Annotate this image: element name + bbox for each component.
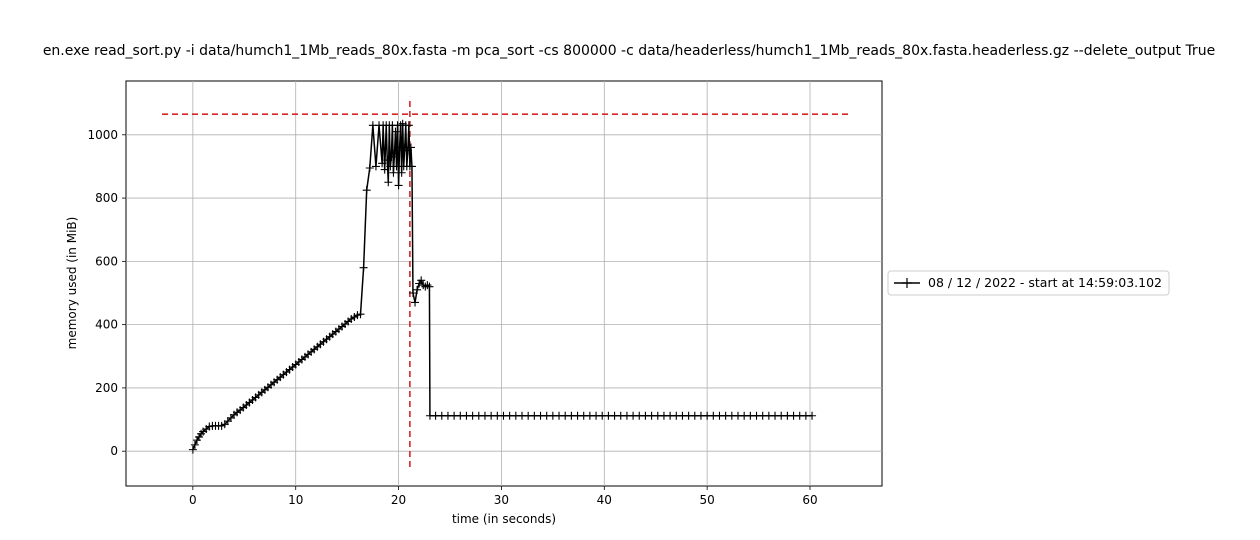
legend-label: 08 / 12 / 2022 - start at 14:59:03.102	[928, 275, 1162, 290]
legend-marker-icon	[902, 278, 912, 288]
y-tick-label: 0	[110, 444, 118, 458]
data-point	[808, 411, 817, 420]
data-point	[384, 178, 393, 187]
x-tick-label: 10	[288, 493, 303, 507]
data-point	[408, 288, 417, 297]
y-tick-label: 800	[95, 191, 118, 205]
x-axis-label: time (in seconds)	[452, 512, 556, 526]
x-tick-label: 50	[700, 493, 715, 507]
data-point	[417, 276, 426, 285]
data-point	[362, 186, 371, 195]
y-tick-label: 400	[95, 318, 118, 332]
data-point	[407, 162, 416, 171]
x-tick-label: 60	[802, 493, 817, 507]
data-point	[423, 281, 432, 290]
data-point	[391, 127, 400, 136]
legend-box	[887, 270, 1170, 296]
y-axis-label: memory used (in MiB)	[65, 217, 79, 350]
chart-title: en.exe read_sort.py -i data/humch1_1Mb_r…	[43, 43, 1215, 59]
data-point	[389, 168, 398, 177]
data-point	[411, 298, 420, 307]
data-point	[394, 181, 403, 190]
y-tick-label: 600	[95, 254, 118, 268]
data-point	[356, 310, 365, 319]
x-tick-label: 0	[189, 493, 197, 507]
data-point	[406, 143, 415, 152]
grid-lines	[126, 81, 882, 486]
x-tick-label: 30	[494, 493, 509, 507]
data-point	[383, 156, 392, 165]
data-point	[190, 440, 199, 449]
plot-area	[125, 80, 883, 487]
series-layer	[188, 119, 817, 454]
data-point	[188, 445, 197, 454]
x-tick-label: 20	[391, 493, 406, 507]
reference-lines	[162, 96, 850, 468]
data-point	[392, 162, 401, 171]
data-point	[425, 282, 434, 291]
x-tick-label: 40	[597, 493, 612, 507]
data-point	[397, 168, 406, 177]
data-point	[365, 164, 374, 173]
data-point	[413, 285, 422, 294]
data-point	[371, 162, 380, 171]
legend: 08 / 12 / 2022 - start at 14:59:03.102	[887, 270, 1170, 296]
y-tick-label: 200	[95, 381, 118, 395]
data-point	[404, 121, 413, 130]
data-point	[380, 165, 389, 174]
y-tick-label: 1000	[87, 128, 118, 142]
data-point	[378, 159, 387, 168]
series-line	[192, 122, 813, 450]
data-point	[359, 263, 368, 272]
data-point	[390, 149, 399, 158]
